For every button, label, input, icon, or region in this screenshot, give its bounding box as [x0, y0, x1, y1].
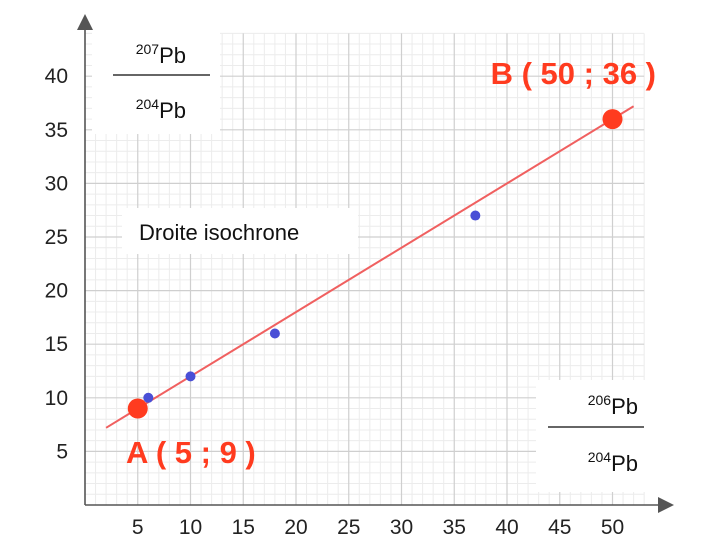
y-tick-label: 20 — [45, 280, 68, 303]
x-tick-label: 20 — [284, 516, 307, 539]
y-tick-label: 30 — [45, 172, 68, 195]
y-tick-label: 15 — [45, 333, 68, 356]
isochron-label: Droite isochrone — [122, 208, 358, 254]
sample-point — [269, 328, 280, 339]
point-a-label: A ( 5 ; 9 ) — [126, 435, 256, 470]
x-axis-label: 206Pb 204Pb — [536, 380, 656, 492]
sample-point — [470, 210, 481, 221]
tick-labels: 5 10 15 20 25 30 35 40 45 50 5 10 15 20 25 30 35 40 — [45, 65, 625, 539]
y-label-numerator: 207Pb — [136, 41, 186, 68]
axes — [77, 14, 674, 513]
y-tick-label: 5 — [56, 440, 68, 463]
x-tick-label: 15 — [232, 516, 255, 539]
sample-point — [185, 371, 196, 382]
x-tick-label: 50 — [601, 516, 624, 539]
y-tick-label: 10 — [45, 387, 68, 410]
x-label-denominator: 204Pb — [588, 449, 638, 476]
x-tick-label: 25 — [337, 516, 360, 539]
y-tick-label: 25 — [45, 226, 68, 249]
x-tick-label: 5 — [132, 516, 144, 539]
minor-grid — [85, 32, 645, 505]
x-tick-label: 45 — [548, 516, 571, 539]
y-tick-label: 35 — [45, 119, 68, 142]
point-labels: A ( 5 ; 9 ) B ( 50 ; 36 ) — [126, 56, 656, 470]
point-b — [602, 109, 623, 130]
y-axis-label: 207Pb 204Pb — [92, 30, 220, 134]
x-tick-label: 35 — [443, 516, 466, 539]
isochron-label-text: Droite isochrone — [139, 220, 299, 245]
x-tick-label: 30 — [390, 516, 413, 539]
x-tick-label: 40 — [495, 516, 518, 539]
sample-point — [143, 392, 154, 403]
point-a — [127, 398, 148, 419]
y-label-denominator: 204Pb — [136, 96, 186, 123]
data-series — [105, 105, 635, 429]
y-tick-label: 40 — [45, 65, 68, 88]
x-label-numerator: 206Pb — [588, 392, 638, 419]
point-b-label: B ( 50 ; 36 ) — [491, 56, 656, 91]
x-tick-label: 10 — [179, 516, 202, 539]
